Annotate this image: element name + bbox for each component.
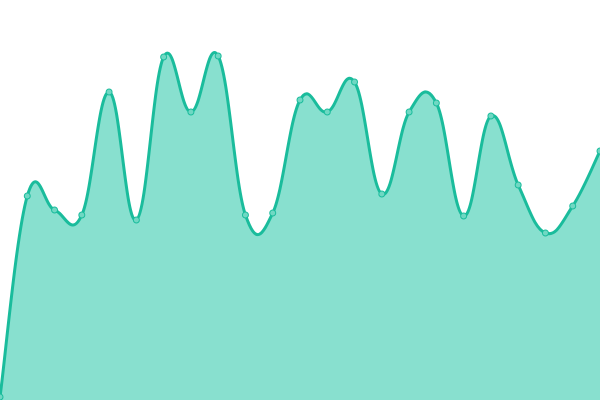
data-point-22 [596,147,600,155]
data-point-11 [296,96,304,104]
data-point-20 [541,229,549,237]
data-point-15 [405,108,413,116]
data-point-5 [132,216,140,224]
data-point-14 [378,190,386,198]
data-point-18 [487,112,495,120]
data-point-12 [323,108,331,116]
data-point-16 [432,99,440,107]
data-point-4 [105,88,113,96]
data-point-17 [460,212,468,220]
data-point-13 [351,78,359,86]
data-point-21 [569,202,577,210]
area-fill [0,52,600,400]
data-point-7 [187,108,195,116]
data-point-0 [0,393,4,400]
data-points [0,52,600,400]
data-point-8 [214,52,222,60]
data-point-6 [160,53,168,61]
data-point-2 [51,206,59,214]
data-point-10 [269,209,277,217]
data-point-3 [78,211,86,219]
data-point-9 [241,211,249,219]
data-point-19 [514,181,522,189]
series-line [0,51,600,398]
data-point-1 [23,192,31,200]
